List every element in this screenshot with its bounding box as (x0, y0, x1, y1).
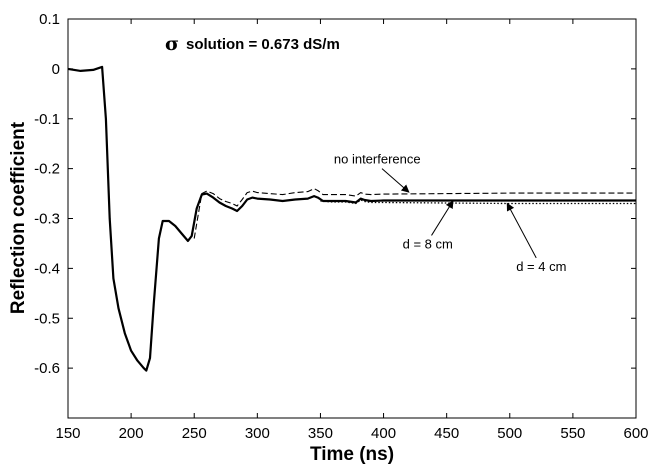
annotation-arrow (506, 202, 537, 259)
x-axis-ticks: 150 200 250 300 350 400 450 500 550 600 (55, 19, 649, 442)
x-tick-label: 300 (245, 425, 270, 442)
x-tick-label: 150 (55, 425, 80, 442)
y-tick-label: 0 (52, 61, 60, 78)
annotation-label: d = 8 cm (403, 236, 453, 251)
y-tick-label: -0.6 (34, 360, 60, 377)
annotation-label: no interference (334, 152, 421, 167)
y-tick-label: -0.2 (34, 161, 60, 178)
series-line-dashed (193, 188, 636, 239)
y-tick-label: -0.3 (34, 211, 60, 228)
plot-area (67, 18, 637, 419)
y-tick-label: -0.4 (34, 260, 60, 277)
x-tick-label: 500 (497, 425, 522, 442)
y-tick-label: -0.1 (34, 111, 60, 128)
y-tick-label: 0.1 (39, 11, 60, 28)
x-tick-label: 600 (623, 425, 648, 442)
y-axis-title: Reflection coefficient (8, 121, 29, 314)
x-tick-label: 550 (560, 425, 585, 442)
y-tick-label: -0.5 (34, 310, 60, 327)
annotation-label: d = 4 cm (516, 259, 566, 274)
y-axis-ticks: 0.1 0 -0.1 -0.2 -0.3 -0.4 -0.5 -0.6 (34, 11, 636, 377)
series-line-solid (67, 65, 636, 372)
annotation-arrow (381, 168, 410, 193)
series-layer (67, 65, 636, 372)
x-tick-label: 450 (434, 425, 459, 442)
x-tick-label: 400 (371, 425, 396, 442)
x-axis-title: Time (ns) (310, 444, 394, 465)
x-tick-label: 250 (182, 425, 207, 442)
x-tick-label: 350 (308, 425, 333, 442)
annotation-arrow (431, 200, 454, 236)
chart-title-symbol: σ (165, 33, 179, 55)
annotation-layer: no interference d = 8 cm d = 4 cm (334, 152, 567, 274)
x-tick-label: 200 (119, 425, 144, 442)
chart-title: solution = 0.673 dS/m (186, 36, 340, 53)
